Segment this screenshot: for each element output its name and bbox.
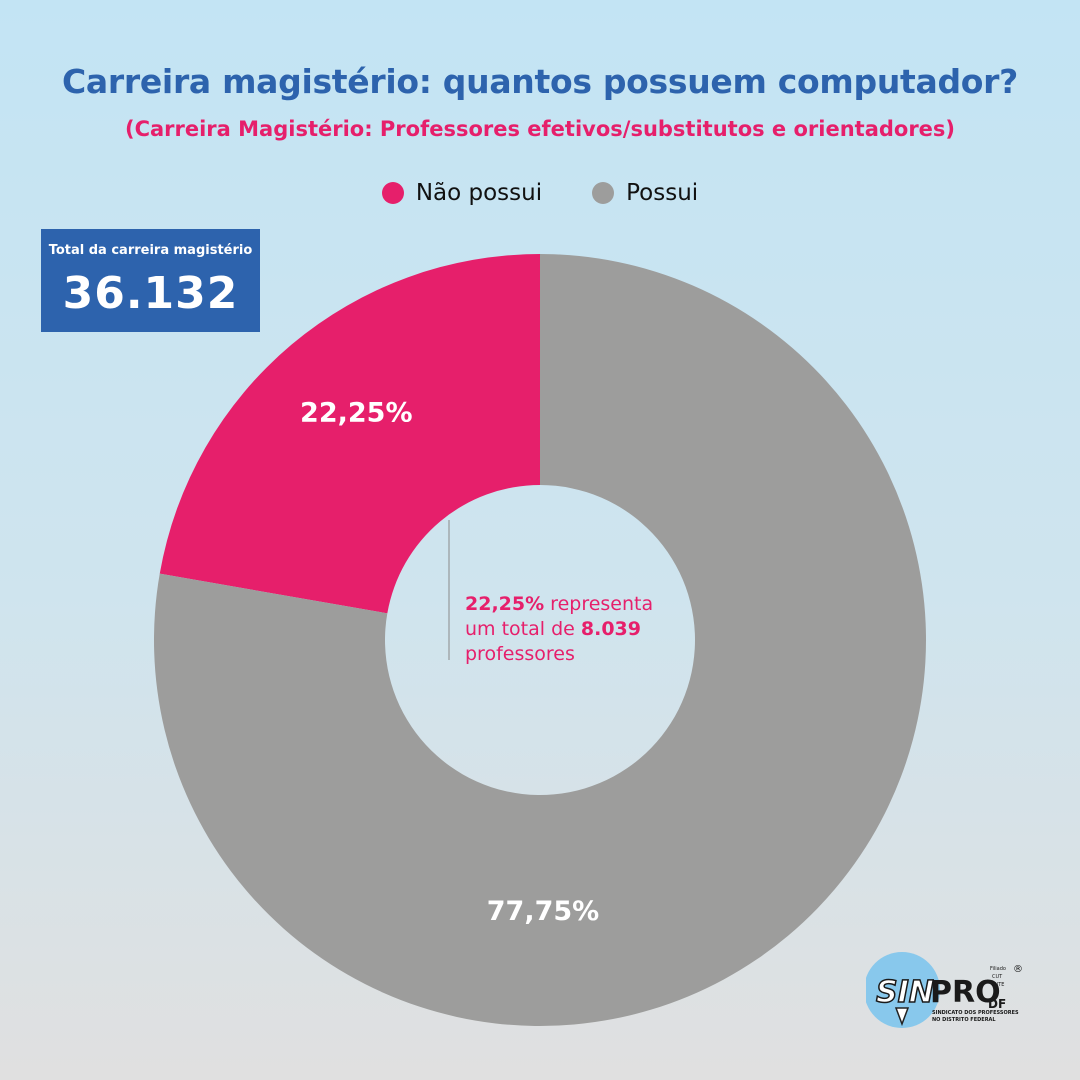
logo-pen-tip-icon: [894, 1007, 910, 1027]
logo-circle: [866, 952, 940, 1028]
legend-swatch-nao-possui: [381, 182, 404, 204]
legend-item-possui: Possui: [592, 180, 698, 206]
slice-labels: 22,25% 77,75%: [300, 397, 599, 927]
logo-tagline-2: NO DISTRITO FEDERAL: [932, 1017, 996, 1023]
slice-label-possui: 77,75%: [487, 896, 599, 927]
chart-subtitle: (Carreira Magistério: Professores efetiv…: [124, 117, 956, 141]
annotation-line-1: 22,25% representa: [465, 592, 705, 617]
legend-swatch-possui: [592, 182, 615, 204]
legend-label-nao-possui: Não possui: [415, 180, 543, 206]
total-box: Total da carreira magistério 36.132: [41, 229, 260, 332]
logo-text-filiado: Filiado: [990, 966, 1006, 972]
annotation-line-2: um total de 8.039: [465, 617, 705, 642]
total-value: 36.132: [62, 268, 239, 319]
logo-text-df: DF: [988, 997, 1006, 1011]
legend: Não possui Possui: [0, 180, 1080, 206]
donut-slice-possui: [154, 254, 927, 1026]
annotation-note: 22,25% representa um total de 8.039 prof…: [465, 592, 705, 667]
annotation-percent: 22,25%: [465, 593, 545, 615]
total-label: Total da carreira magistério: [48, 243, 253, 258]
legend-item-nao-possui: Não possui: [381, 180, 543, 206]
logo-text-cut: CUT: [992, 974, 1003, 980]
chart-title: Carreira magistério: quantos possuem com…: [62, 62, 1018, 101]
logo-registered-mark: ®: [1013, 964, 1023, 975]
logo-tagline-1: SINDICATO DOS PROFESSORES: [932, 1010, 1019, 1016]
annotation-text-3: professores: [465, 643, 575, 665]
donut-slice-n-o-possui: [159, 254, 540, 614]
sinpro-logo: SIN PRO DF Filiado CUT CNTE ® SINDICATO …: [866, 952, 1023, 1028]
legend-label-possui: Possui: [626, 180, 699, 206]
annotation-text-2: um total de: [465, 618, 581, 640]
slice-label-n-o-possui: 22,25%: [300, 397, 412, 428]
logo-text-cnte: CNTE: [991, 982, 1004, 988]
annotation-count: 8.039: [580, 618, 641, 640]
logo-text-sin: SIN: [876, 975, 934, 1010]
logo-text-pro: PRO: [930, 975, 1001, 1010]
annotation-text-1: representa: [544, 593, 654, 615]
donut-slices: [154, 254, 927, 1026]
